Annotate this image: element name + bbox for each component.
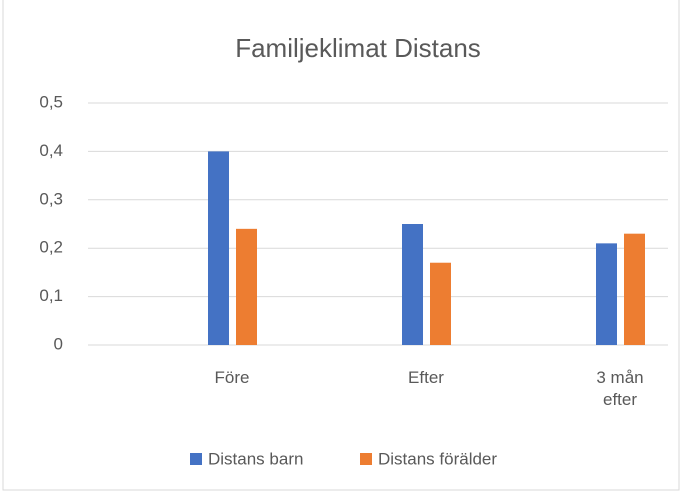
bar bbox=[236, 228, 257, 345]
legend-swatch bbox=[360, 453, 372, 465]
x-tick-label: 3 mån efter bbox=[596, 368, 644, 409]
x-tick-label: Efter bbox=[408, 368, 444, 387]
y-tick-label: 0,3 bbox=[39, 189, 63, 208]
y-tick-label: 0,1 bbox=[39, 286, 63, 305]
y-tick-label: 0 bbox=[54, 334, 63, 353]
bar bbox=[402, 224, 423, 345]
y-tick-label: 0,4 bbox=[39, 141, 63, 160]
legend-label: Distans barn bbox=[208, 449, 303, 468]
bar bbox=[430, 262, 451, 345]
legend-label: Distans förälder bbox=[378, 449, 497, 468]
y-tick-label: 0,5 bbox=[39, 92, 63, 111]
bar bbox=[596, 243, 617, 345]
y-tick-label: 0,2 bbox=[39, 238, 63, 257]
chart-title: Familjeklimat Distans bbox=[235, 33, 481, 63]
bar bbox=[624, 233, 645, 345]
legend-swatch bbox=[190, 453, 202, 465]
bar bbox=[208, 151, 229, 345]
x-tick-label: Före bbox=[214, 368, 250, 387]
